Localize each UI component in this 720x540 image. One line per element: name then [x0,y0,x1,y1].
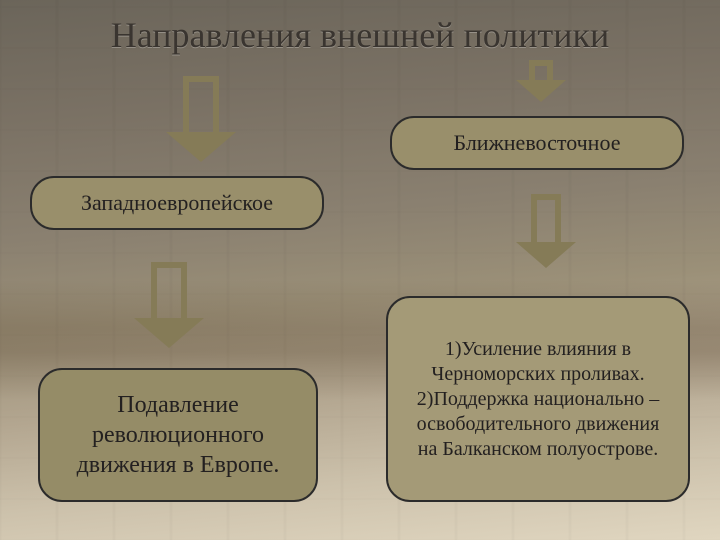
box-east-label: Ближневосточное [453,130,620,156]
arrow-title-to-west [166,76,236,162]
box-east-detail-label: 1)Усиление влияния в Черноморских пролив… [406,337,670,462]
box-west-label: Западноевропейское [81,190,273,216]
box-west-detail: Подавление революционного движения в Евр… [38,368,318,502]
page-title: Направления внешней политики [0,14,720,56]
arrow-west-to-detail [134,262,204,348]
box-near-east: Ближневосточное [390,116,684,170]
box-west-detail-label: Подавление революционного движения в Евр… [58,390,298,480]
arrow-title-to-east [516,60,566,102]
box-west-european: Западноевропейское [30,176,324,230]
diagram-canvas: Направления внешней политики Западноевро… [0,0,720,540]
box-east-detail: 1)Усиление влияния в Черноморских пролив… [386,296,690,502]
arrow-east-to-detail [516,194,576,268]
